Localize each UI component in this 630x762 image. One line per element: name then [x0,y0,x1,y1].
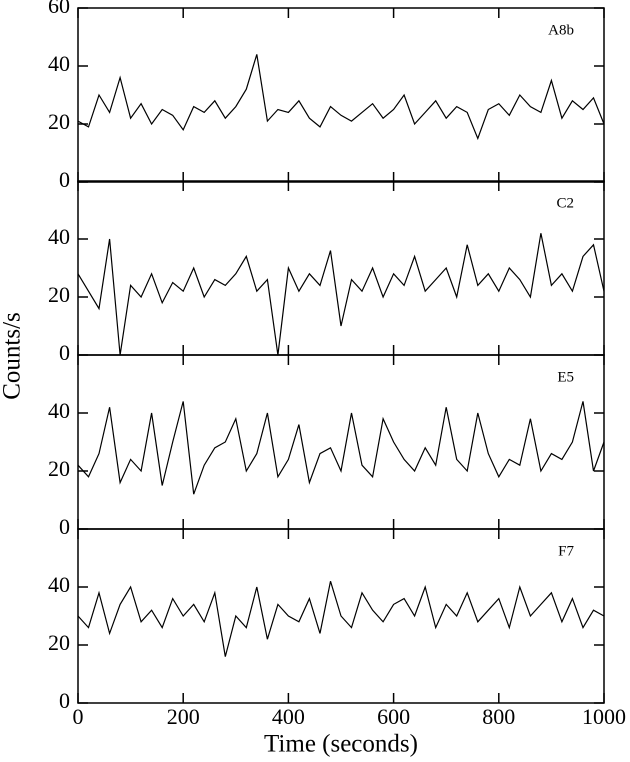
panel-label: E5 [557,369,574,385]
x-tick-label: 200 [167,704,200,729]
x-axis-label: Time (seconds) [264,731,418,758]
x-tick-label: 400 [272,704,305,729]
x-tick-label: 1000 [582,704,626,729]
panel-frame [77,7,605,183]
data-line [77,233,605,356]
panel-label: F7 [558,543,574,559]
data-line [77,401,605,495]
x-tick-label: 800 [482,704,515,729]
x-tick-label: 0 [73,704,84,729]
data-line [77,581,605,657]
y-tick-label: 20 [48,456,70,481]
y-tick-label: 40 [48,572,70,597]
y-tick-label: 40 [48,51,70,76]
y-tick-label: 20 [48,109,70,134]
panel-frame [77,180,605,356]
panel-label: C2 [556,195,574,211]
y-tick-label: 0 [59,167,70,192]
y-tick-label: 40 [48,398,70,423]
panel-label: A8b [548,22,574,38]
y-tick-label: 0 [59,340,70,365]
y-tick-label: 0 [59,688,70,713]
y-tick-label: 0 [59,514,70,539]
y-tick-label: 40 [48,224,70,249]
data-line [77,54,605,141]
y-tick-label: 20 [48,630,70,655]
y-axis-label: Counts/s [0,312,26,400]
y-tick-label: 20 [48,282,70,307]
y-tick-label: 60 [48,0,70,18]
panel-frame [77,528,605,704]
x-tick-label: 600 [377,704,410,729]
